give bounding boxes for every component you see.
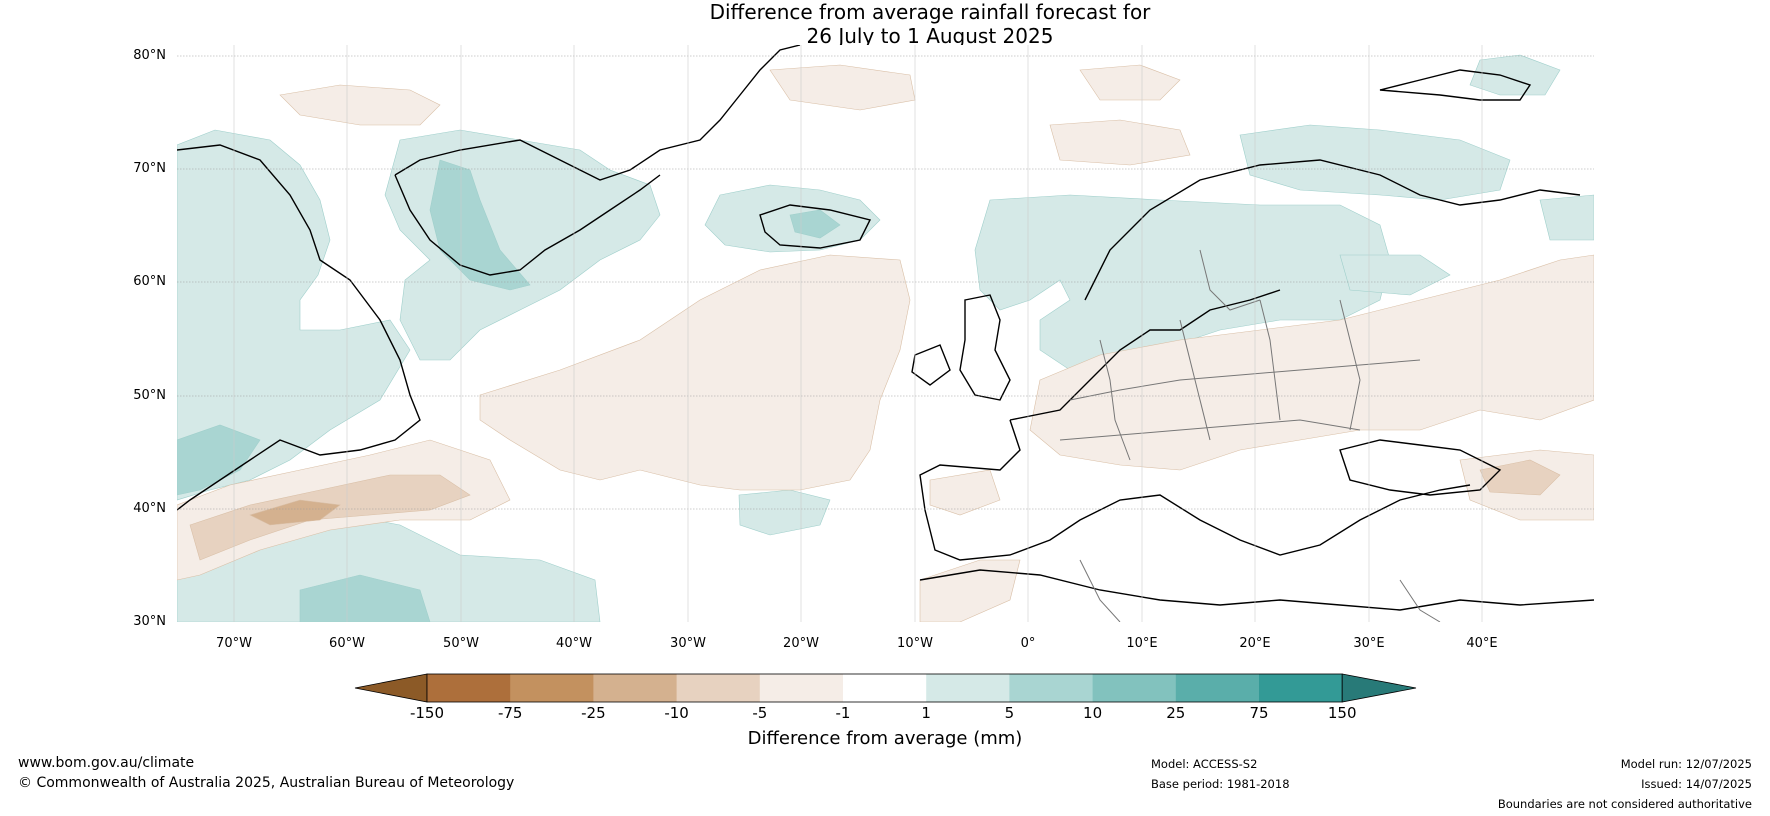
coastline-greenland-south bbox=[394, 174, 661, 276]
lon-label-30e: 30°E bbox=[1353, 636, 1385, 651]
border-8 bbox=[1399, 579, 1441, 622]
colorbar-tick-label: -25 bbox=[581, 704, 606, 722]
wet-region-svalbard bbox=[1469, 54, 1561, 96]
footer-base-period: Base period: 1981-2018 bbox=[1151, 777, 1290, 791]
colorbar-segment bbox=[926, 674, 1010, 702]
footer-disclaimer: Boundaries are not considered authoritat… bbox=[1497, 797, 1752, 811]
lat-label-40n: 40°N bbox=[133, 501, 166, 516]
border-5 bbox=[1339, 299, 1361, 431]
coastline-north-africa bbox=[919, 569, 1594, 611]
colorbar-segment bbox=[593, 674, 678, 702]
lon-label-50w: 50°W bbox=[443, 636, 479, 651]
border-9 bbox=[1079, 559, 1121, 622]
colorbar-tick-label: -75 bbox=[497, 704, 523, 722]
lon-label-0: 0° bbox=[1020, 636, 1036, 651]
footer-copyright: © Commonwealth of Australia 2025, Austra… bbox=[18, 775, 515, 791]
coastline-scandinavia bbox=[1084, 159, 1581, 301]
dry-region-caucasus-core bbox=[1479, 459, 1561, 496]
colorbar-segment bbox=[427, 674, 511, 702]
border-6 bbox=[1059, 419, 1361, 441]
colorbar-extend-low bbox=[354, 673, 428, 703]
colorbar-segment bbox=[510, 674, 594, 702]
colorbar-tick-label: 1 bbox=[921, 704, 931, 722]
colorbar-segment bbox=[676, 674, 761, 702]
colorbar-tick-label: 150 bbox=[1327, 704, 1357, 722]
dry-region-north-greenland bbox=[279, 84, 441, 126]
wet-region-east-arctic bbox=[1539, 194, 1594, 241]
colorbar-tick-label: 25 bbox=[1166, 704, 1186, 722]
coastline-black-sea bbox=[1339, 439, 1502, 496]
lon-label-20e: 20°E bbox=[1239, 636, 1271, 651]
colorbar-segment bbox=[1092, 674, 1177, 702]
wet-region-iceland-core bbox=[789, 209, 841, 239]
colorbar-segment bbox=[843, 674, 927, 702]
coastline-svalbard bbox=[1379, 69, 1532, 101]
colorbar-segment bbox=[759, 674, 844, 702]
dry-region-iberia bbox=[929, 469, 1001, 516]
coastline-greenland-east bbox=[394, 45, 801, 181]
dry-region-svalbard-west bbox=[1079, 64, 1181, 101]
wet-region-greenland-core bbox=[429, 159, 531, 291]
lat-label-30n: 30°N bbox=[133, 614, 166, 629]
lat-label-80n: 80°N bbox=[133, 48, 166, 63]
lat-label-50n: 50°N bbox=[133, 388, 166, 403]
lon-label-30w: 30°W bbox=[670, 636, 706, 651]
colorbar-extend-high bbox=[1341, 673, 1417, 703]
wet-region-labrador bbox=[177, 129, 411, 501]
meridians bbox=[233, 45, 1483, 622]
coastline-ireland bbox=[911, 344, 951, 386]
colorbar-label: Difference from average (mm) bbox=[747, 728, 1023, 749]
coastline-north-america bbox=[177, 144, 421, 511]
country-borders bbox=[1059, 249, 1441, 622]
colorbar-segment bbox=[1009, 674, 1094, 702]
lon-label-10e: 10°E bbox=[1126, 636, 1158, 651]
graticule bbox=[177, 55, 1594, 510]
border-7 bbox=[1199, 249, 1261, 311]
colorbar-tick-label: 10 bbox=[1083, 704, 1103, 722]
footer-issued: Issued: 14/07/2025 bbox=[1641, 777, 1752, 791]
colorbar-tick-label: -150 bbox=[409, 704, 445, 722]
lon-label-70w: 70°W bbox=[216, 636, 252, 651]
footer-model-run: Model run: 12/07/2025 bbox=[1620, 757, 1752, 771]
border-4 bbox=[1259, 299, 1281, 421]
map-title-line-1: Difference from average rainfall forecas… bbox=[709, 0, 1151, 24]
colorbar-tick-label: -10 bbox=[664, 704, 689, 722]
coastline-mediterranean bbox=[919, 419, 1471, 561]
map-title-line-2: 26 July to 1 August 2025 bbox=[806, 24, 1054, 48]
dry-region-subtropical-core bbox=[189, 474, 471, 561]
lat-label-60n: 60°N bbox=[133, 274, 166, 289]
border-3 bbox=[1179, 319, 1211, 441]
lon-label-20w: 20°W bbox=[783, 636, 819, 651]
lon-label-40w: 40°W bbox=[556, 636, 592, 651]
border-2 bbox=[1099, 339, 1131, 461]
footer-website: www.bom.gov.au/climate bbox=[18, 755, 195, 771]
colorbar bbox=[354, 673, 1417, 703]
wet-region-subtropical-core bbox=[299, 574, 431, 622]
footer-model: Model: ACCESS-S2 bbox=[1151, 757, 1258, 771]
lon-label-60w: 60°W bbox=[329, 636, 365, 651]
coastline-great-britain bbox=[959, 294, 1011, 401]
dry-region-norwegian-sea bbox=[1049, 119, 1191, 166]
wet-region-nova-scotia bbox=[177, 424, 261, 496]
border-1 bbox=[1069, 359, 1421, 401]
lon-label-40e: 40°E bbox=[1466, 636, 1498, 651]
colorbar-tick-label: -1 bbox=[835, 704, 851, 722]
lon-label-10w: 10°W bbox=[897, 636, 933, 651]
colorbar-segment bbox=[1259, 674, 1343, 702]
wet-region-baltic bbox=[1339, 254, 1451, 296]
dry-region-central-europe bbox=[1029, 254, 1594, 471]
colorbar-tick-label: 75 bbox=[1249, 704, 1269, 722]
wet-region-barents bbox=[1239, 124, 1511, 201]
dry-anomaly-regions bbox=[177, 64, 1594, 622]
colorbar-segment bbox=[1175, 674, 1260, 702]
wet-anomaly-regions bbox=[177, 54, 1594, 622]
coastline-iceland bbox=[759, 204, 872, 249]
lat-label-70n: 70°N bbox=[133, 161, 166, 176]
map-title: Difference from average rainfall forecas… bbox=[600, 0, 1260, 48]
dry-region-subtropical-strongest bbox=[249, 499, 341, 526]
dry-region-mid-atlantic bbox=[479, 254, 911, 491]
colorbar-tick-label: -5 bbox=[752, 704, 768, 722]
colorbar-tick-label: 5 bbox=[1004, 704, 1015, 722]
